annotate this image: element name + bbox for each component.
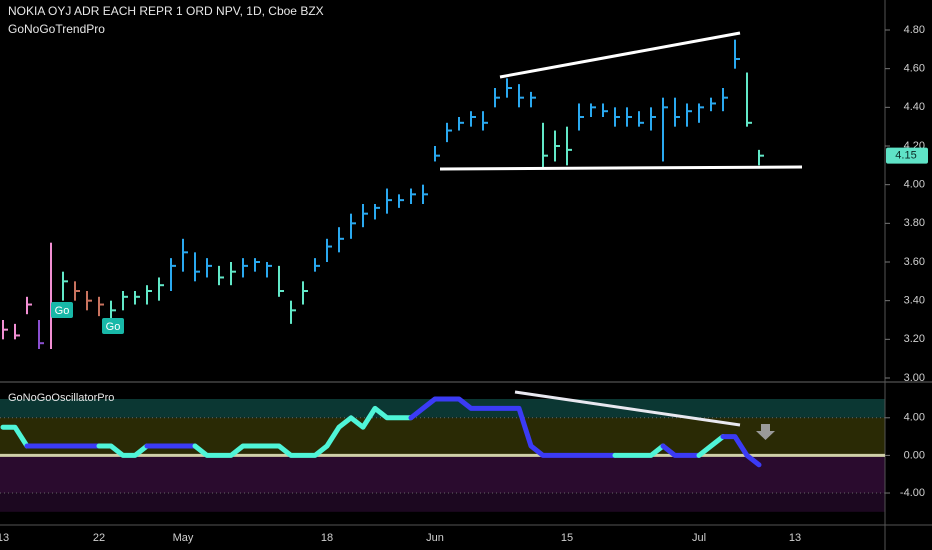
go-label: Go: [55, 305, 70, 317]
x-tick-label: 18: [321, 532, 333, 544]
trend-line: [499, 31, 741, 79]
y-tick-label: 0.00: [904, 449, 925, 461]
y-tick-label: 4.00: [904, 179, 925, 191]
band: [0, 455, 885, 494]
go-label: Go: [106, 321, 121, 333]
go-badge: [102, 318, 124, 334]
x-tick-label: Jun: [426, 532, 444, 544]
y-tick-label: 3.40: [904, 295, 925, 307]
last-price-box: [886, 147, 928, 164]
chart-title: NOKIA OYJ ADR EACH REPR 1 ORD NPV, 1D, C…: [8, 4, 324, 18]
x-tick-label: Jul: [692, 532, 706, 544]
band: [0, 417, 885, 456]
y-tick-label: 3.20: [904, 333, 925, 345]
y-tick-label: 4.60: [904, 63, 925, 75]
oscillator-line: [660, 443, 702, 458]
y-tick-label: 3.00: [904, 372, 925, 384]
y-tick-label: 4.80: [904, 24, 925, 36]
support-line: [439, 165, 803, 171]
oscillator-line: [696, 434, 726, 458]
oscillator-line: [612, 443, 666, 458]
last-price-label: 4.15: [895, 150, 916, 162]
oscillator-name: GoNoGoOscillatorPro: [8, 392, 114, 404]
band: [0, 493, 885, 512]
divergence-line: [514, 390, 741, 427]
indicator-name: GoNoGoTrendPro: [8, 22, 105, 36]
go-badge: [51, 302, 73, 318]
y-tick-label: 4.40: [904, 101, 925, 113]
y-tick-label: -4.00: [900, 487, 925, 499]
y-tick-label: 3.80: [904, 217, 925, 229]
y-tick-label: 3.60: [904, 256, 925, 268]
x-tick-label: 13: [789, 532, 801, 544]
x-tick-label: 15: [561, 532, 573, 544]
band: [0, 398, 885, 418]
x-tick-label: May: [173, 532, 194, 544]
down-arrow: [756, 424, 775, 440]
oscillator-line: [0, 424, 30, 449]
oscillator-line: [408, 396, 618, 458]
y-tick-label: 4.00: [904, 412, 925, 424]
oscillator-line: [720, 434, 762, 468]
oscillator-line: [192, 405, 414, 458]
marks: 13 22 May 18 Jun 15 Jul 13 3.00 3.20 3.40 3.60 3.80 4…: [0, 24, 928, 544]
oscillator-line: [96, 443, 150, 458]
x-tick-label: 22: [93, 532, 105, 544]
x-tick-label: 13: [0, 532, 9, 544]
